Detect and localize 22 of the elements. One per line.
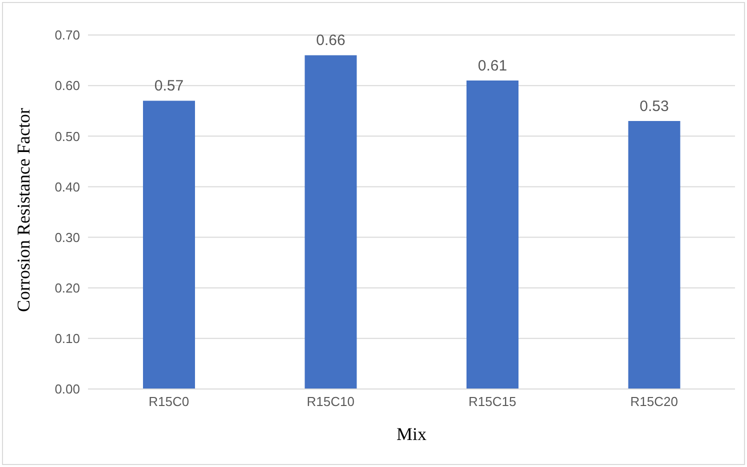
y-tick-label: 0.30 [54,230,80,245]
data-label: 0.57 [154,78,184,95]
y-axis-title: Corrosion Resistance Factor [14,108,34,312]
x-tick-label: R15C0 [148,394,190,410]
x-axis-title: Mix [395,424,428,445]
x-tick-label: R15C20 [630,394,678,410]
y-tick-label: 0.40 [54,179,80,194]
x-tick-label: R15C15 [468,394,516,410]
y-tick-label: 0.50 [54,128,80,144]
bar [628,120,680,389]
y-tick-label: 0.20 [54,280,80,296]
y-tick-label: 0.60 [54,78,80,94]
data-label: 0.53 [640,98,669,115]
y-tick-label: 0.10 [54,331,80,346]
x-tick-label: R15C10 [306,394,354,410]
data-label: 0.66 [316,32,346,50]
y-tick-label: 0.00 [54,382,80,397]
bar [304,55,357,389]
bar [466,80,518,389]
bar [142,100,195,389]
y-tick-label: 0.70 [54,28,80,43]
data-label: 0.61 [478,58,508,75]
